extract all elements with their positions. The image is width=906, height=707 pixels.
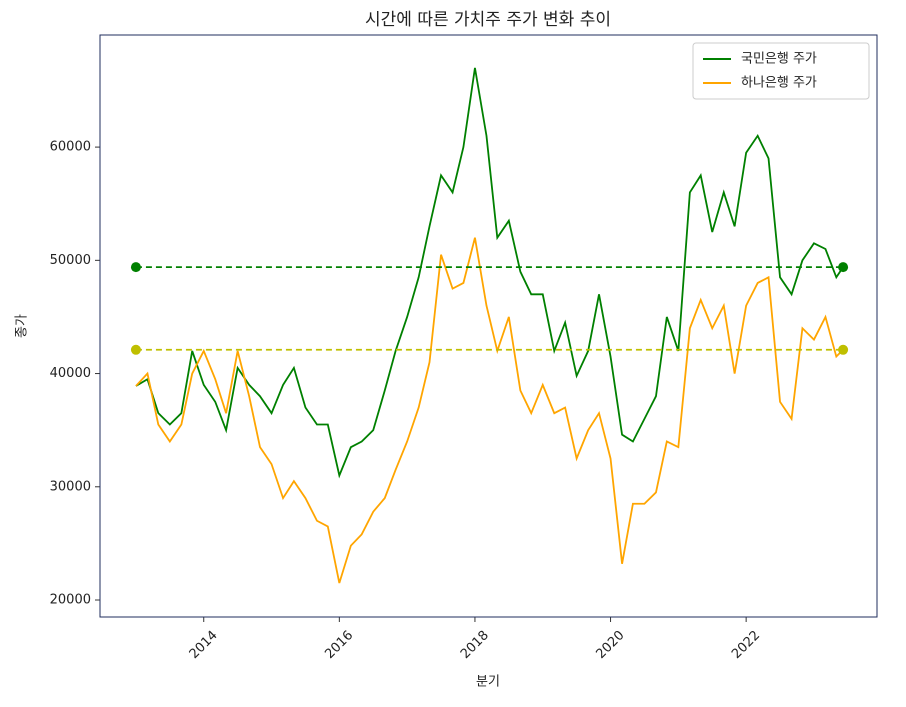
reference-point — [130, 344, 141, 355]
reference-point — [838, 344, 849, 355]
reference-point — [130, 262, 141, 273]
y-tick-label: 30000 — [50, 479, 91, 494]
x-axis-label: 분기 — [476, 675, 500, 690]
legend-box — [692, 42, 870, 100]
data-line — [135, 237, 844, 584]
plot-frame — [99, 34, 878, 618]
y-axis-label: 종가 — [15, 314, 30, 338]
y-tick-label: 40000 — [50, 366, 91, 381]
legend-label: 국민은행 주가 — [741, 51, 817, 67]
reference-point — [838, 262, 849, 273]
legend-label: 하나은행 주가 — [741, 75, 817, 91]
data-line — [135, 67, 844, 479]
chart-title: 시간에 따른 가치주 주가 변화 추이 — [365, 10, 611, 30]
y-tick-label: 60000 — [50, 140, 91, 155]
y-tick-label: 20000 — [50, 593, 91, 608]
y-tick-label: 50000 — [50, 253, 91, 268]
